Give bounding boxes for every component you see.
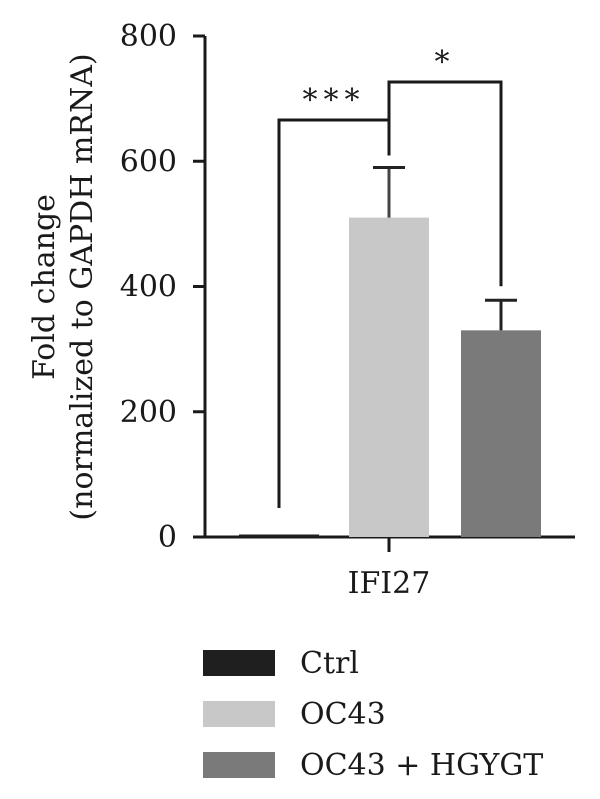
significance-brackets: ****: [277, 45, 503, 508]
category-label: IFI27: [348, 566, 431, 601]
y-axis-title-line1: Fold change: [27, 194, 62, 380]
legend-swatch: [203, 650, 275, 676]
y-tick-label: 800: [120, 19, 177, 54]
y-axis-title: Fold change (normalized to GAPDH mRNA): [27, 53, 100, 520]
y-axis-ticks: 0 200 400 600 800: [120, 19, 205, 555]
legend-label: OC43: [300, 697, 386, 732]
legend: Ctrl OC43 OC43 + HGYGT: [203, 646, 543, 783]
bar-oc43-hgygt: [461, 330, 541, 537]
bars: [239, 166, 541, 538]
legend-swatch: [203, 752, 275, 778]
significance-label: ***: [303, 83, 366, 118]
y-tick-label: 600: [120, 144, 177, 179]
y-tick-label: 0: [158, 520, 177, 555]
significance-label: *: [435, 45, 456, 80]
significance-bracket: [387, 80, 503, 287]
y-axis-title-line2: (normalized to GAPDH mRNA): [65, 53, 100, 520]
y-tick-label: 400: [120, 270, 177, 305]
legend-swatch: [203, 701, 275, 727]
bar-oc43: [349, 217, 429, 538]
legend-label: OC43 + HGYGT: [300, 748, 543, 783]
legend-label: Ctrl: [300, 646, 359, 681]
bar-ctrl: [239, 534, 319, 537]
y-tick-label: 200: [120, 395, 177, 430]
